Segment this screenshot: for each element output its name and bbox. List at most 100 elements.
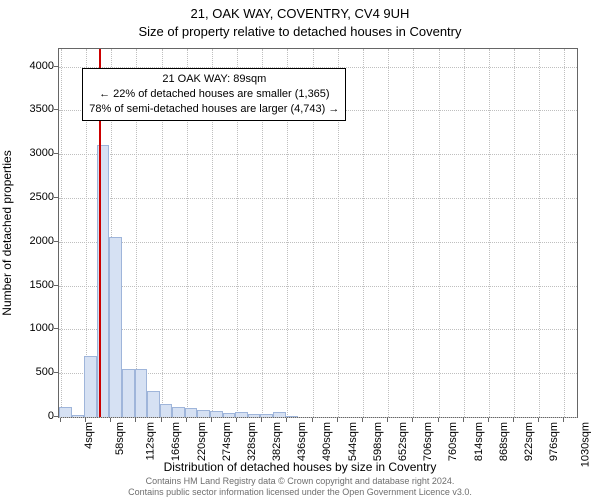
- x-tick-label: 976sqm: [548, 422, 560, 461]
- y-tick-label: 3500: [10, 103, 54, 115]
- x-tick-label: 112sqm: [145, 422, 157, 460]
- x-tick-label: 436sqm: [296, 422, 308, 461]
- x-tick-mark: [85, 418, 86, 422]
- x-tick-label: 760sqm: [447, 422, 459, 461]
- y-tick-mark: [54, 241, 58, 242]
- gridline-vertical: [388, 49, 389, 417]
- histogram-bar: [59, 407, 72, 418]
- gridline-vertical: [514, 49, 515, 417]
- histogram-bar: [84, 356, 97, 417]
- x-tick-label: 652sqm: [397, 422, 409, 461]
- y-tick-label: 2500: [10, 191, 54, 203]
- x-tick-label: 706sqm: [422, 422, 434, 461]
- x-tick-mark: [261, 418, 262, 422]
- gridline-vertical: [489, 49, 490, 417]
- y-tick-label: 500: [10, 366, 54, 378]
- histogram-bar: [185, 408, 198, 417]
- x-tick-label: 814sqm: [473, 422, 485, 461]
- x-tick-label: 274sqm: [221, 422, 233, 461]
- histogram-bar: [197, 410, 210, 417]
- attribution-footer: Contains HM Land Registry data © Crown c…: [0, 476, 600, 498]
- x-tick-mark: [362, 418, 363, 422]
- histogram-bar: [147, 391, 160, 417]
- x-tick-mark: [563, 418, 564, 422]
- y-tick-label: 4000: [10, 60, 54, 72]
- x-tick-label: 166sqm: [171, 422, 183, 461]
- x-tick-mark: [463, 418, 464, 422]
- x-tick-label: 58sqm: [114, 422, 126, 455]
- histogram-bar: [260, 414, 273, 417]
- x-tick-label: 328sqm: [246, 422, 258, 461]
- title-address: 21, OAK WAY, COVENTRY, CV4 9UH: [0, 6, 600, 21]
- histogram-bar: [286, 416, 299, 417]
- info-box-line-3: 78% of semi-detached houses are larger (…: [89, 102, 339, 117]
- histogram-bar: [235, 412, 248, 417]
- x-tick-label: 382sqm: [271, 422, 283, 461]
- histogram-bar: [160, 404, 173, 417]
- title-subtitle: Size of property relative to detached ho…: [0, 24, 600, 39]
- property-info-box: 21 OAK WAY: 89sqm← 22% of detached house…: [82, 68, 346, 121]
- x-tick-mark: [513, 418, 514, 422]
- x-tick-label: 490sqm: [322, 422, 334, 461]
- y-axis-title: Number of detached properties: [0, 150, 14, 315]
- x-tick-label: 598sqm: [372, 422, 384, 461]
- gridline-vertical: [464, 49, 465, 417]
- y-tick-mark: [54, 197, 58, 198]
- y-tick-label: 0: [10, 410, 54, 422]
- x-tick-mark: [135, 418, 136, 422]
- x-tick-mark: [488, 418, 489, 422]
- gridline-horizontal: [59, 417, 577, 418]
- x-tick-label: 544sqm: [347, 422, 359, 461]
- x-tick-label: 922sqm: [523, 422, 535, 461]
- gridline-vertical: [539, 49, 540, 417]
- y-tick-label: 1000: [10, 322, 54, 334]
- footer-line-1: Contains HM Land Registry data © Crown c…: [0, 476, 600, 487]
- x-tick-mark: [60, 418, 61, 422]
- x-tick-mark: [438, 418, 439, 422]
- x-tick-mark: [412, 418, 413, 422]
- plot-area: 21 OAK WAY: 89sqm← 22% of detached house…: [58, 48, 578, 418]
- y-tick-label: 3000: [10, 147, 54, 159]
- histogram-bar: [109, 237, 122, 417]
- y-tick-mark: [54, 416, 58, 417]
- y-tick-label: 1500: [10, 279, 54, 291]
- gridline-vertical: [363, 49, 364, 417]
- x-tick-label: 4sqm: [83, 422, 95, 449]
- histogram-bar: [172, 407, 185, 418]
- y-tick-mark: [54, 66, 58, 67]
- y-tick-label: 2000: [10, 235, 54, 247]
- chart-root: 21, OAK WAY, COVENTRY, CV4 9UH Size of p…: [0, 0, 600, 500]
- x-tick-mark: [312, 418, 313, 422]
- x-tick-mark: [387, 418, 388, 422]
- histogram-bar: [223, 413, 236, 417]
- histogram-bar: [210, 411, 223, 417]
- x-tick-mark: [236, 418, 237, 422]
- y-tick-mark: [54, 153, 58, 154]
- x-tick-label: 220sqm: [196, 422, 208, 461]
- x-tick-mark: [110, 418, 111, 422]
- histogram-bar: [248, 414, 261, 417]
- x-tick-mark: [186, 418, 187, 422]
- histogram-bar: [135, 369, 148, 417]
- gridline-vertical: [61, 49, 62, 417]
- x-tick-mark: [211, 418, 212, 422]
- gridline-vertical: [413, 49, 414, 417]
- histogram-bar: [122, 369, 135, 417]
- y-tick-mark: [54, 109, 58, 110]
- histogram-bar: [273, 412, 286, 417]
- x-tick-mark: [161, 418, 162, 422]
- histogram-bar: [72, 415, 85, 417]
- info-box-line-1: 21 OAK WAY: 89sqm: [89, 72, 339, 87]
- y-tick-mark: [54, 328, 58, 329]
- x-axis-title: Distribution of detached houses by size …: [0, 460, 600, 474]
- gridline-vertical: [564, 49, 565, 417]
- y-tick-mark: [54, 285, 58, 286]
- gridline-vertical: [439, 49, 440, 417]
- x-tick-mark: [538, 418, 539, 422]
- info-box-line-2: ← 22% of detached houses are smaller (1,…: [89, 87, 339, 102]
- x-tick-mark: [286, 418, 287, 422]
- x-tick-mark: [337, 418, 338, 422]
- y-tick-mark: [54, 372, 58, 373]
- footer-line-2: Contains public sector information licen…: [0, 487, 600, 498]
- x-tick-label: 868sqm: [498, 422, 510, 461]
